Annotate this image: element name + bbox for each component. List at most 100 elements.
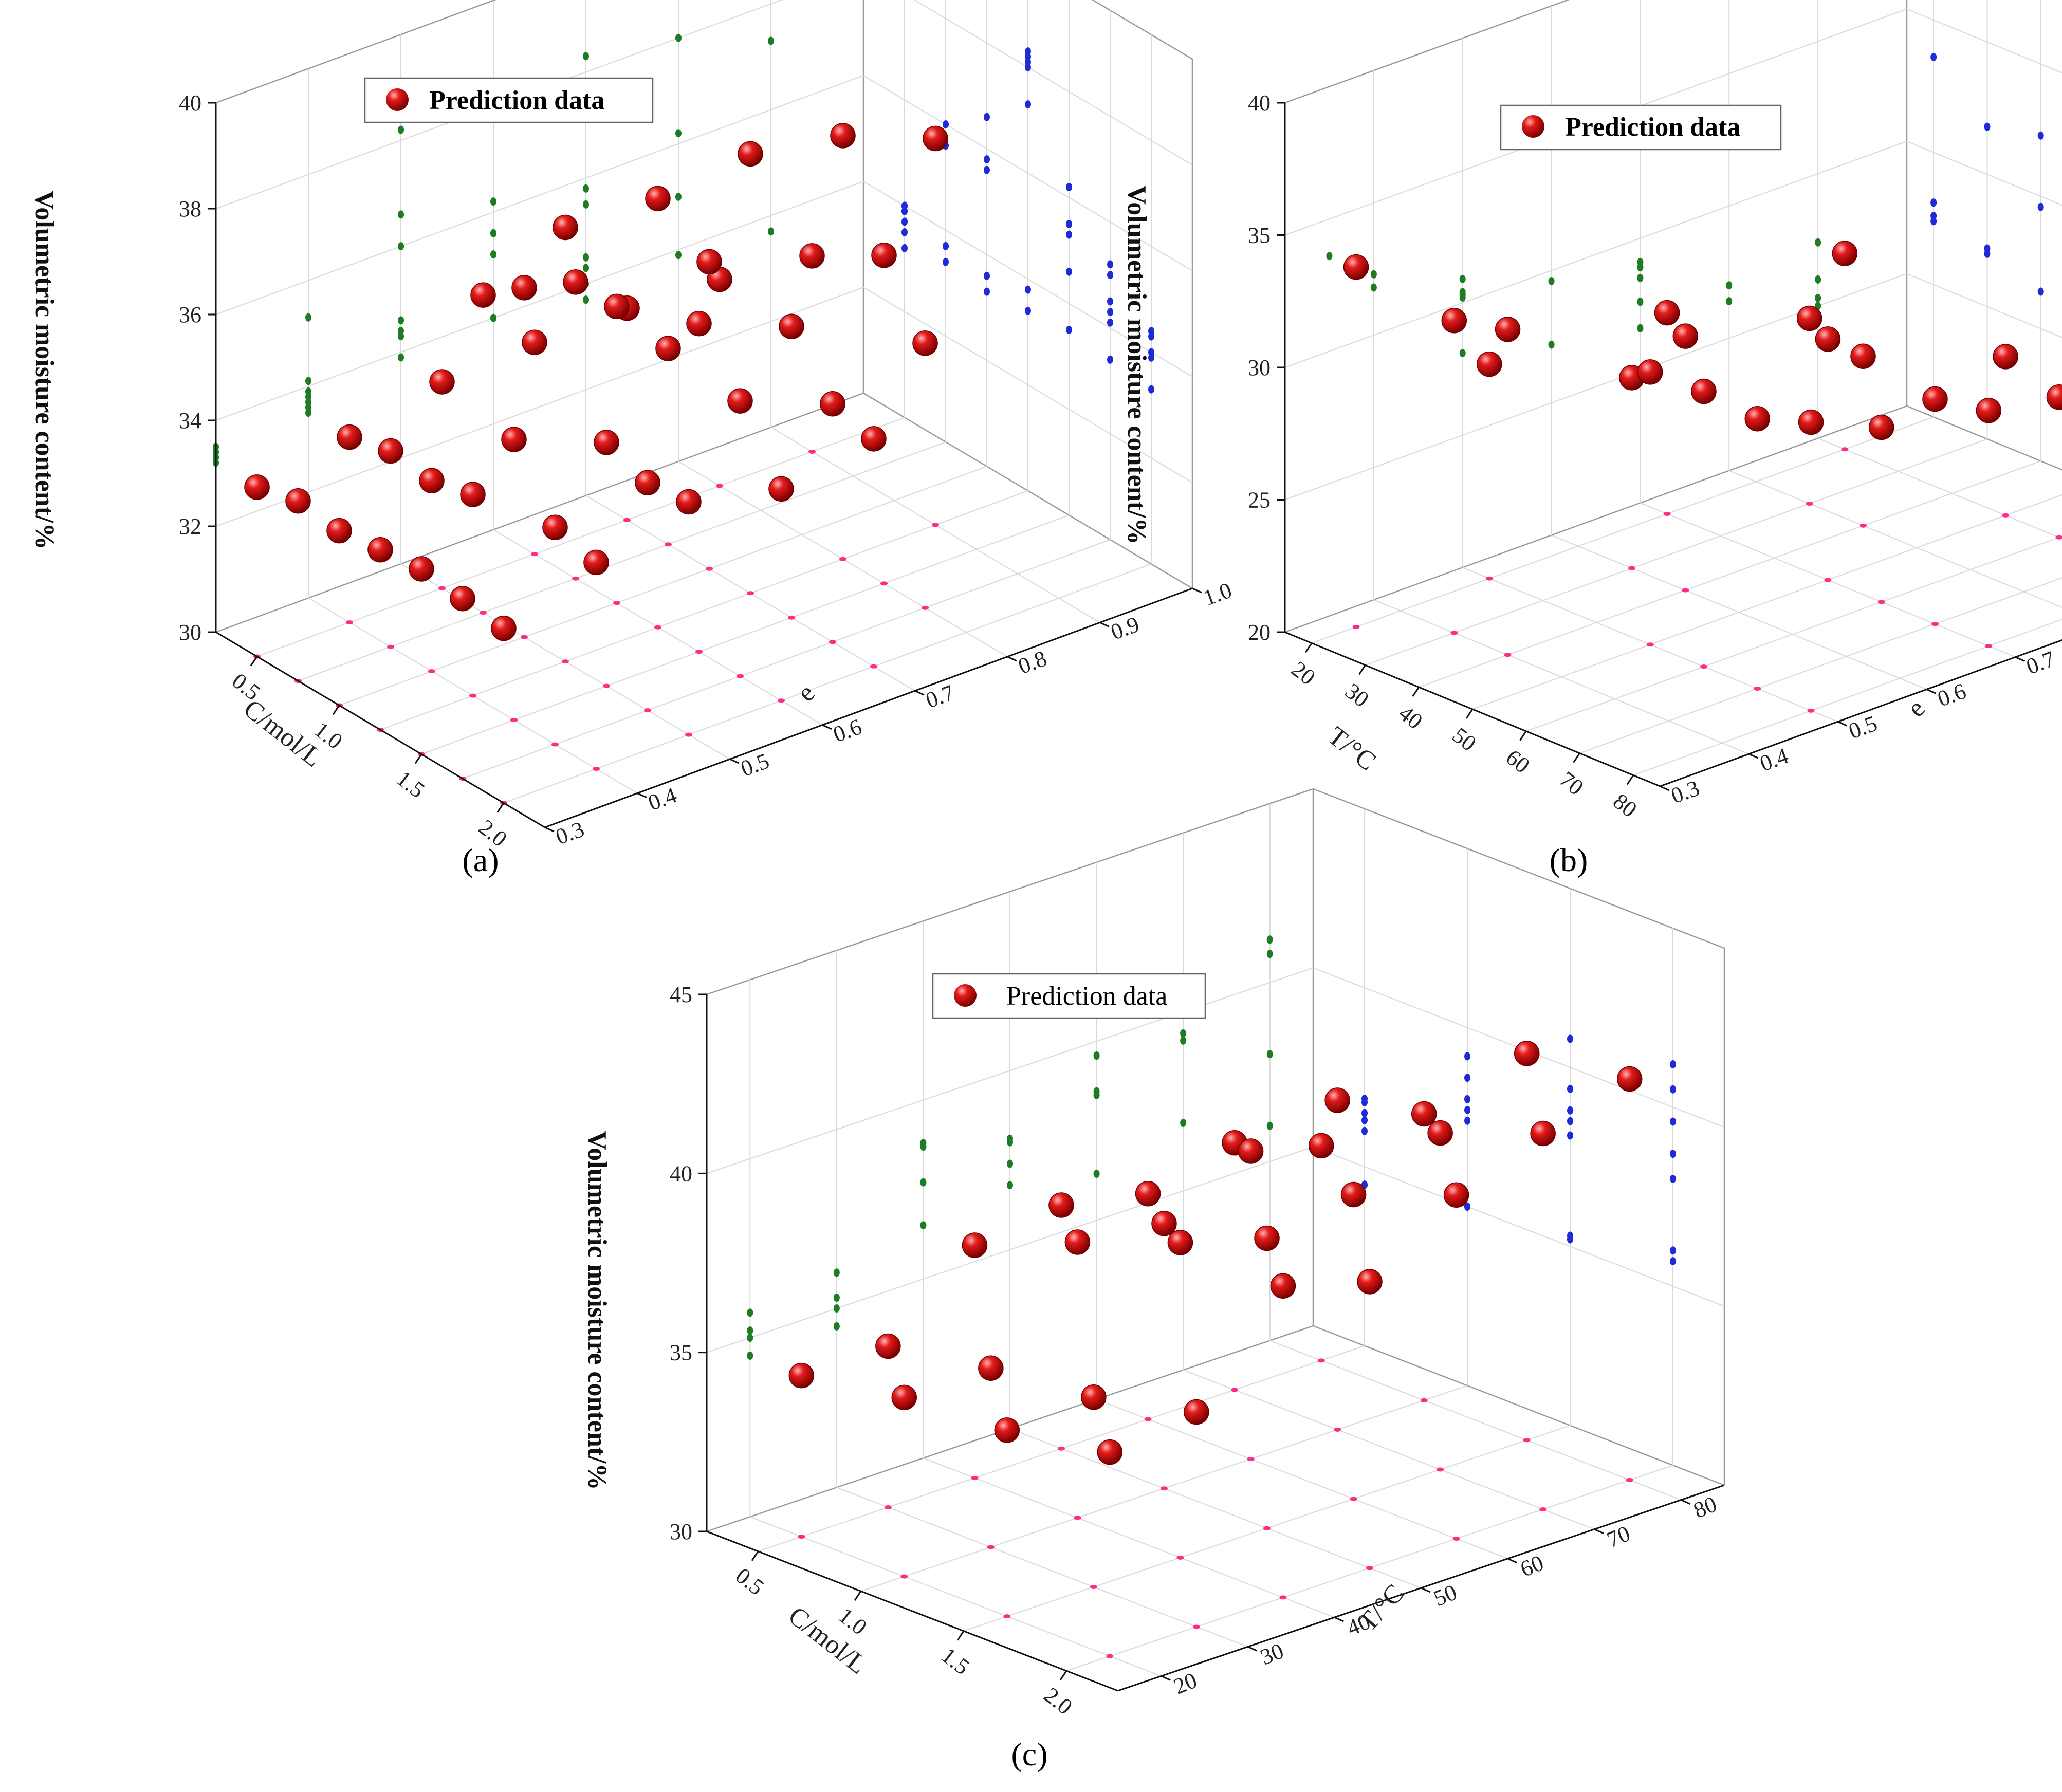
prediction-point xyxy=(491,615,517,641)
x-tick-mark xyxy=(414,753,422,764)
backwall-projection-dot xyxy=(984,165,990,174)
leftwall-gridline-z xyxy=(215,75,864,315)
prediction-point xyxy=(962,1232,988,1258)
leftwall-projection-dot xyxy=(1459,349,1466,358)
floor-gridline-y xyxy=(1183,1369,1595,1530)
floor-projection-dot xyxy=(603,683,610,688)
backwall-projection-dot xyxy=(1670,1150,1676,1158)
prediction-point xyxy=(1796,305,1822,331)
prediction-point xyxy=(1184,1399,1209,1425)
backwall-projection-dot xyxy=(1066,230,1072,239)
floor-projection-dot xyxy=(1860,523,1867,528)
leftwall-projection-dot xyxy=(1093,1169,1100,1178)
leftwall-projection-dot xyxy=(747,1351,753,1360)
prediction-point xyxy=(727,388,753,414)
floor-projection-dot xyxy=(1263,1526,1271,1530)
leftwall-projection-dot xyxy=(583,295,589,304)
x-tick-label: 1.5 xyxy=(392,766,430,803)
prediction-point xyxy=(429,369,455,395)
prediction-point xyxy=(1744,405,1771,432)
y-tick-mark xyxy=(1247,1646,1258,1652)
backwall-projection-dot xyxy=(1066,267,1072,276)
floor-projection-dot xyxy=(593,767,600,771)
backwall-projection-dot xyxy=(1107,260,1113,269)
prediction-point xyxy=(1832,241,1858,266)
floor-gridline-x xyxy=(1365,438,1987,666)
leftwall-projection-dot xyxy=(1637,273,1644,282)
y-tick-mark xyxy=(1660,785,1670,791)
floor-projection-dot xyxy=(1450,631,1458,635)
leftwall-projection-dot xyxy=(305,313,311,322)
panel-caption: (a) xyxy=(462,842,499,878)
y-tick-label: 0.7 xyxy=(923,680,958,713)
backwall-projection-dot xyxy=(1107,297,1113,306)
backwall-projection-dot xyxy=(901,207,908,215)
leftwall-projection-dot xyxy=(1266,935,1273,944)
backwall-gridline-z xyxy=(863,75,1193,271)
x-axis-line xyxy=(215,631,545,828)
floor-gridline-y xyxy=(923,1457,1335,1618)
leftwall-projection-dot xyxy=(1815,293,1821,302)
floor-projection-dot xyxy=(829,640,836,644)
backwall-projection-dot xyxy=(1361,1126,1368,1135)
backwall-projection-dot xyxy=(1464,1202,1470,1211)
leftwall-projection-dot xyxy=(1007,1159,1013,1168)
backwall-projection-dot xyxy=(1670,1246,1676,1255)
backwall-projection-dot xyxy=(1025,47,1031,56)
backwall-projection-dot xyxy=(1567,1034,1573,1043)
prediction-point xyxy=(1343,254,1369,280)
prediction-point xyxy=(1081,1384,1107,1410)
box-frame-edge xyxy=(1313,1325,1725,1486)
leftwall-projection-dot xyxy=(1815,275,1821,284)
y-axis-label: e xyxy=(791,678,821,708)
floor-gridline-x xyxy=(256,417,905,657)
floor-projection-dot xyxy=(521,635,528,639)
prediction-point xyxy=(1798,409,1824,435)
y-axis-line xyxy=(1660,639,2062,787)
x-tick-mark xyxy=(1626,774,1634,785)
floor-projection-dot xyxy=(1626,1477,1633,1482)
leftwall-gridline-z xyxy=(1284,141,1907,368)
floor-projection-dot xyxy=(1663,512,1671,516)
floor-projection-dot xyxy=(1452,1537,1460,1541)
leftwall-projection-dot xyxy=(768,227,774,236)
leftwall-projection-dot xyxy=(398,326,404,335)
prediction-point xyxy=(1048,1192,1074,1218)
prediction-point xyxy=(594,430,619,455)
prediction-point xyxy=(891,1384,917,1411)
backwall-projection-dot xyxy=(901,244,908,252)
leftwall-projection-dot xyxy=(1093,1051,1100,1060)
floor-projection-dot xyxy=(665,542,672,547)
legend-box xyxy=(364,77,654,123)
prediction-point xyxy=(1411,1101,1437,1127)
leftwall-projection-dot xyxy=(1180,1036,1187,1045)
prediction-point xyxy=(604,293,630,320)
prediction-point xyxy=(912,330,938,356)
z-tick-label: 36 xyxy=(179,302,201,327)
x-axis-line xyxy=(706,1530,1118,1692)
prediction-point xyxy=(367,537,393,563)
prediction-point xyxy=(820,391,845,417)
floor-projection-dot xyxy=(623,518,631,522)
floor-gridline-x xyxy=(1579,577,2062,754)
backwall-projection-dot xyxy=(1567,1084,1573,1093)
floor-gridline-y xyxy=(1009,1428,1422,1588)
y-tick-mark xyxy=(1594,1528,1604,1535)
backwall-projection-dot xyxy=(984,287,990,296)
backwall-projection-dot xyxy=(2037,287,2044,296)
leftwall-projection-dot xyxy=(1326,252,1333,261)
z-tick-label: 35 xyxy=(670,1340,692,1365)
floor-projection-dot xyxy=(1334,1427,1341,1432)
leftwall-projection-dot xyxy=(1266,950,1273,958)
prediction-point xyxy=(1815,326,1841,352)
prediction-point xyxy=(1135,1180,1161,1207)
leftwall-projection-dot xyxy=(583,184,589,193)
leftwall-projection-dot xyxy=(675,129,682,138)
prediction-point xyxy=(645,186,671,212)
x-tick-label: 2.0 xyxy=(1039,1683,1077,1720)
backwall-projection-dot xyxy=(1567,1106,1573,1115)
x-tick-label: 40 xyxy=(1394,700,1427,734)
leftwall-projection-dot xyxy=(305,403,311,412)
leftwall-projection-dot xyxy=(920,1142,927,1151)
